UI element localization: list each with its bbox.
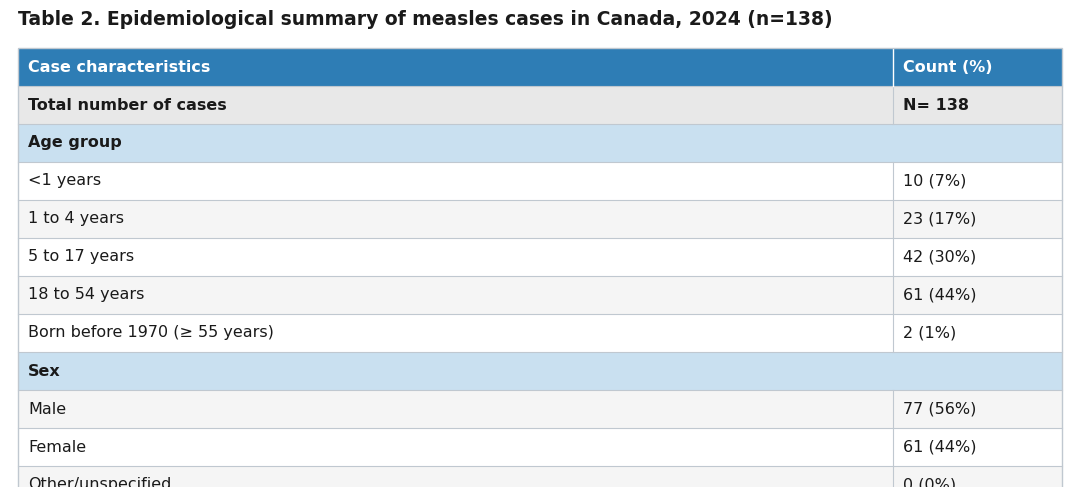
Text: 1 to 4 years: 1 to 4 years (28, 211, 124, 226)
Text: 42 (30%): 42 (30%) (903, 249, 976, 264)
Text: Sex: Sex (28, 363, 60, 378)
Bar (18, 428, 1062, 466)
Text: Count (%): Count (%) (903, 59, 993, 75)
Text: Age group: Age group (28, 135, 122, 150)
Text: 5 to 17 years: 5 to 17 years (28, 249, 134, 264)
Text: Male: Male (28, 401, 66, 416)
Bar (18, 200, 1062, 238)
Bar (18, 352, 1062, 390)
Bar (18, 162, 1062, 200)
Bar (18, 48, 1062, 86)
Bar (18, 466, 1062, 487)
Bar (18, 390, 1062, 428)
Text: 61 (44%): 61 (44%) (903, 287, 976, 302)
Text: Table 2. Epidemiological summary of measles cases in Canada, 2024 (n=138): Table 2. Epidemiological summary of meas… (18, 10, 833, 29)
Text: <1 years: <1 years (28, 173, 102, 188)
Bar (18, 276, 1062, 314)
Bar (18, 124, 1062, 162)
Bar (18, 314, 1062, 352)
Bar (18, 238, 1062, 276)
Text: 2 (1%): 2 (1%) (903, 325, 956, 340)
Text: N= 138: N= 138 (903, 97, 969, 112)
Text: 18 to 54 years: 18 to 54 years (28, 287, 145, 302)
Text: 77 (56%): 77 (56%) (903, 401, 976, 416)
Text: Born before 1970 (≥ 55 years): Born before 1970 (≥ 55 years) (28, 325, 274, 340)
Text: 23 (17%): 23 (17%) (903, 211, 976, 226)
Text: Female: Female (28, 439, 86, 454)
Text: Total number of cases: Total number of cases (28, 97, 227, 112)
Text: 0 (0%): 0 (0%) (903, 477, 956, 487)
Text: Case characteristics: Case characteristics (28, 59, 211, 75)
Bar (18, 86, 1062, 124)
Text: 10 (7%): 10 (7%) (903, 173, 967, 188)
Text: Other/unspecified: Other/unspecified (28, 477, 172, 487)
Text: 61 (44%): 61 (44%) (903, 439, 976, 454)
